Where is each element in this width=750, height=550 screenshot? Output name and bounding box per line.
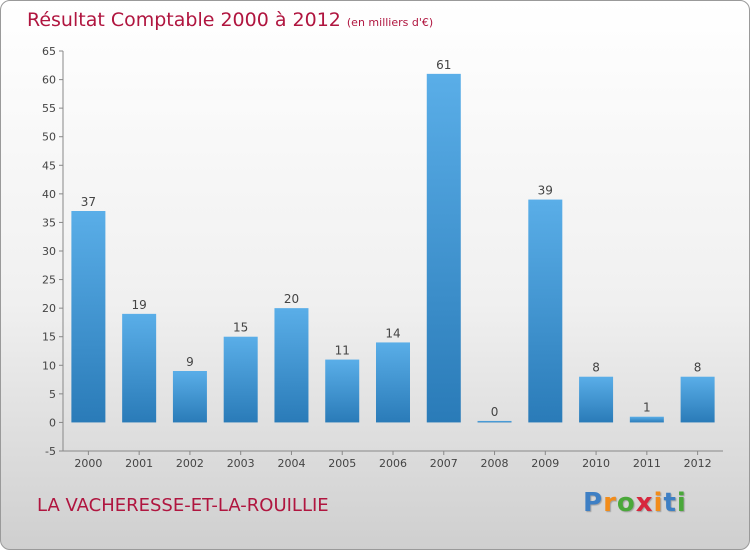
data-label-2007: 61 (436, 58, 451, 72)
y-tick-label: 15 (42, 331, 56, 344)
bar-2003 (223, 336, 258, 423)
x-tick-label-2006: 2006 (379, 457, 407, 470)
proxiti-logo: Proxiti (583, 488, 687, 518)
y-tick-label: 10 (42, 359, 56, 372)
logo-letter: i (653, 488, 664, 518)
y-tick-label: 60 (42, 74, 56, 87)
data-label-2001: 19 (132, 298, 147, 312)
bar-2009 (528, 199, 563, 423)
data-label-2009: 39 (538, 184, 553, 198)
x-tick-label-2001: 2001 (125, 457, 153, 470)
logo-letter: i (676, 488, 687, 518)
x-tick-label-2000: 2000 (74, 457, 102, 470)
y-tick-label: 40 (42, 188, 56, 201)
data-label-2011: 1 (643, 401, 651, 415)
y-tick-label: 50 (42, 131, 56, 144)
logo-letter: r (603, 488, 617, 518)
y-tick-label: 30 (42, 245, 56, 258)
bar-2006 (376, 342, 410, 423)
bar-2002 (172, 371, 207, 423)
data-label-2010: 8 (592, 361, 600, 375)
data-label-2004: 20 (284, 292, 299, 306)
x-tick-label-2005: 2005 (328, 457, 356, 470)
x-tick-label-2010: 2010 (582, 457, 610, 470)
y-tick-label: -5 (45, 445, 56, 458)
logo-letter: o (616, 488, 636, 518)
bar-2004 (274, 308, 309, 423)
bar-2007 (426, 73, 461, 423)
x-tick-label-2009: 2009 (531, 457, 559, 470)
bar-2000 (71, 211, 106, 423)
x-tick-label-2004: 2004 (277, 457, 305, 470)
y-tick-label: 45 (42, 159, 56, 172)
data-label-2002: 9 (186, 355, 194, 369)
logo-letter: x (635, 488, 654, 518)
x-tick-label-2012: 2012 (684, 457, 712, 470)
bar-2011 (629, 416, 664, 423)
y-tick-label: 0 (49, 416, 56, 429)
bar-2005 (325, 359, 360, 423)
data-label-2012: 8 (694, 361, 702, 375)
data-label-2006: 14 (385, 326, 400, 340)
logo-letter: t (663, 488, 677, 518)
x-tick-label-2003: 2003 (227, 457, 255, 470)
x-tick-label-2007: 2007 (430, 457, 458, 470)
commune-name: LA VACHERESSE-ET-LA-ROUILLIE (37, 495, 329, 516)
chart-title-text: Résultat Comptable 2000 à 2012 (27, 9, 341, 31)
y-tick-label: 25 (42, 274, 56, 287)
bar-2012 (680, 376, 715, 423)
data-label-2000: 37 (81, 195, 96, 209)
x-tick-label-2008: 2008 (481, 457, 509, 470)
y-tick-label: 20 (42, 302, 56, 315)
y-tick-label: 55 (42, 102, 56, 115)
chart-title: Résultat Comptable 2000 à 2012 (en millie… (27, 9, 433, 31)
y-tick-label: 35 (42, 216, 56, 229)
y-tick-label: 5 (49, 388, 56, 401)
data-label-2005: 11 (335, 344, 350, 358)
chart-subtitle: (en milliers d'€) (346, 16, 434, 29)
logo-letter: P (583, 488, 604, 518)
data-label-2003: 15 (233, 321, 248, 335)
y-tick-label: 65 (42, 45, 56, 58)
bar-2001 (122, 313, 157, 423)
x-tick-label-2011: 2011 (633, 457, 661, 470)
x-tick-label-2002: 2002 (176, 457, 204, 470)
data-label-2008: 0 (491, 405, 499, 419)
bar-2008 (477, 420, 512, 423)
bar-2010 (579, 376, 614, 423)
